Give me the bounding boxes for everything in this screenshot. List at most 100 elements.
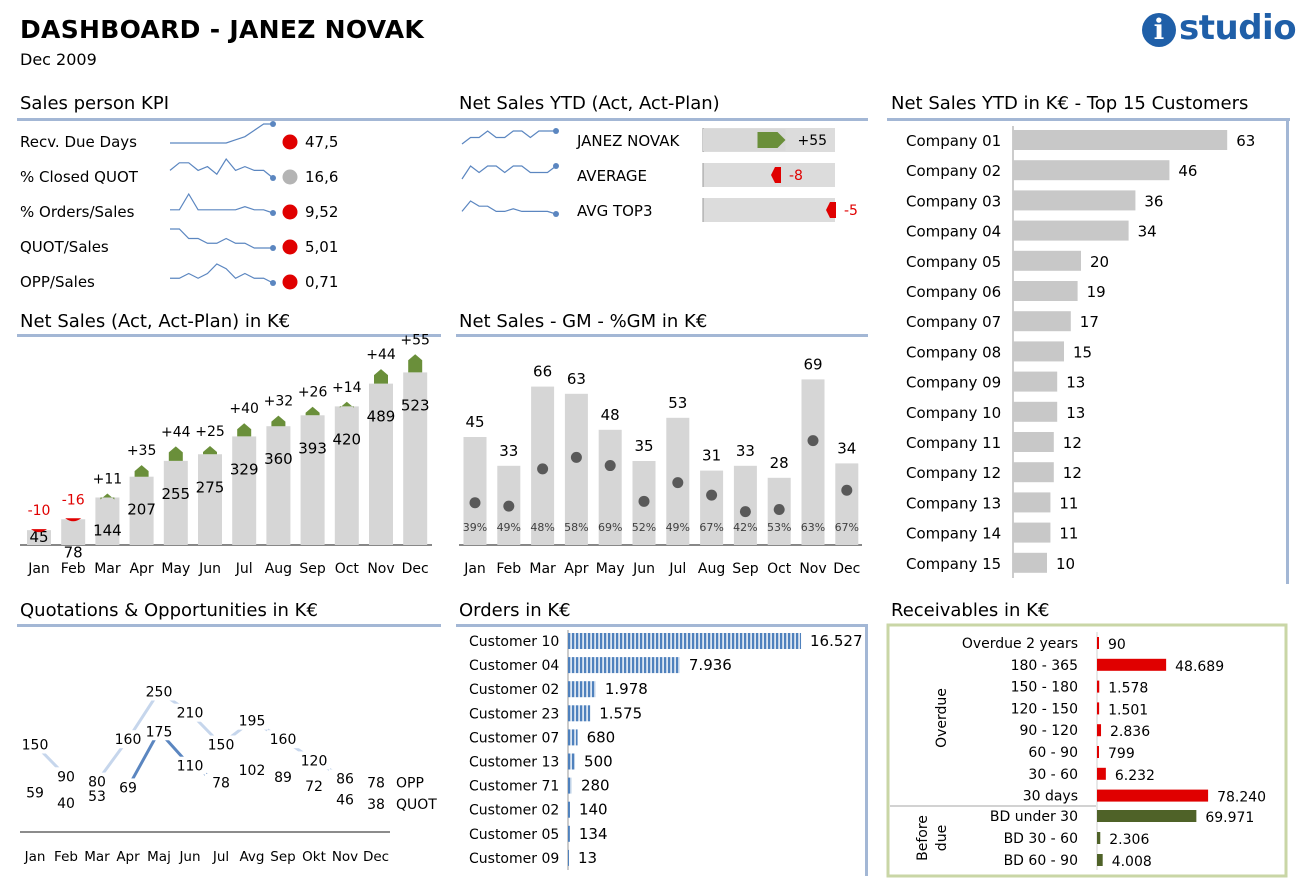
top15-bar: [1013, 492, 1051, 513]
netsales-month-label: Oct: [335, 561, 360, 577]
logo-text: studio: [1179, 8, 1297, 48]
receivables-value-label: 2.836: [1110, 724, 1150, 740]
top15-value-label: 13: [1066, 374, 1085, 392]
gm-value-label: 28: [770, 454, 789, 472]
ytd-delta-label: -8: [789, 168, 803, 184]
netsales-month-label: Jun: [198, 561, 221, 577]
kpi-label: QUOT/Sales: [20, 238, 109, 256]
quot-value-label: 69: [119, 780, 137, 796]
kpi-label: % Orders/Sales: [20, 203, 135, 221]
quot-value-label: 86: [336, 771, 354, 787]
netsales-bar: [198, 454, 222, 545]
gm-point: [469, 497, 481, 509]
netsales-delta-label: +11: [93, 471, 123, 487]
gm-point: [672, 477, 684, 489]
orders-value-label: 500: [584, 753, 613, 771]
netsales-value-label: 523: [401, 396, 430, 414]
quot-month-label: Feb: [54, 849, 78, 865]
quot-value-label: 250: [146, 685, 173, 701]
gm-point: [638, 495, 650, 507]
netsales-bar: [334, 406, 359, 545]
kpi-value: 0,71: [305, 273, 338, 291]
gm-value-label: 33: [499, 442, 518, 460]
ytd-delta-arrow: [771, 167, 781, 183]
quot-value-label: 40: [57, 796, 75, 812]
gm-pct-label: 58%: [564, 521, 588, 534]
quot-label-backdrop: [143, 682, 175, 701]
receivables-category-label: Overdue 2 years: [962, 636, 1078, 652]
netsales-delta-label: +44: [366, 347, 396, 363]
netsales-month-label: Apr: [129, 561, 153, 577]
gm-month-label: Sep: [732, 561, 759, 577]
gm-point: [807, 435, 819, 447]
quot-label-backdrop: [81, 786, 113, 805]
gm-pct-label: 53%: [767, 521, 791, 534]
top15-value-label: 20: [1090, 253, 1109, 271]
netsales-delta-arrow: [374, 369, 388, 384]
netsales-value-label: 489: [367, 408, 396, 426]
kpi-sparkline-end-point: [270, 210, 276, 216]
netsales-month-label: Nov: [367, 561, 394, 577]
receivables-category-label: 120 - 150: [1011, 701, 1078, 717]
top15-category-label: Company 04: [906, 223, 1001, 241]
kpi-value: 9,52: [305, 203, 338, 221]
top15-bar: [1013, 552, 1047, 573]
netsales-value-label: 360: [264, 450, 293, 468]
netsales-bar: [27, 530, 51, 545]
top15-value-label: 11: [1059, 494, 1078, 512]
gm-value-label: 53: [668, 394, 687, 412]
gm-point: [604, 460, 616, 472]
ytd-delta-label: +55: [798, 133, 828, 149]
orders-bar: [568, 705, 591, 722]
quot-month-label: Okt: [302, 849, 326, 865]
gm-value-label: 66: [533, 363, 552, 381]
gm-month-label: Jul: [668, 561, 686, 577]
orders-bar: [568, 681, 596, 698]
gm-point: [570, 451, 582, 463]
top15-value-label: 12: [1063, 464, 1082, 482]
receivables-bar: [1097, 746, 1099, 758]
netsales-delta-arrow: [100, 493, 115, 500]
gm-pct-label: 49%: [666, 521, 690, 534]
top15-value-label: 15: [1073, 343, 1092, 361]
receivables-value-label: 1.501: [1108, 702, 1148, 718]
quot-value-label: 72: [305, 779, 323, 795]
netsales-bar: [232, 436, 257, 545]
orders-category-label: Customer 13: [469, 755, 559, 771]
gm-point: [841, 484, 853, 496]
top15-value-label: 10: [1056, 555, 1075, 573]
quot-month-label: Jun: [178, 849, 200, 865]
orders-category-label: Customer 05: [469, 827, 559, 843]
quot-label-backdrop: [329, 790, 361, 809]
quot-label-backdrop: [174, 703, 206, 722]
gm-month-label: Nov: [799, 561, 826, 577]
quot-value-label: 78: [212, 776, 230, 792]
receivables-value-label: 69.971: [1205, 810, 1254, 826]
top15-bar: [1013, 311, 1071, 332]
gm-month-label: Apr: [564, 561, 588, 577]
gm-month-label: Aug: [698, 561, 725, 577]
gm-value-label: 69: [803, 355, 822, 373]
receivables-category-label: 150 - 180: [1011, 680, 1078, 696]
orders-category-label: Customer 10: [469, 634, 559, 650]
ytd-delta-arrow: [826, 202, 836, 218]
netsales-value-label: 275: [196, 478, 225, 496]
page-title: DASHBOARD - JANEZ NOVAK: [20, 15, 425, 44]
orders-section-title: Orders in K€: [459, 600, 571, 621]
netsales-delta-label: +44: [161, 424, 191, 440]
top15-value-label: 11: [1059, 525, 1078, 543]
orders-category-label: Customer 09: [469, 851, 559, 867]
section-divider: [456, 334, 868, 337]
quot-series-label: QUOT: [396, 797, 437, 813]
quot-label-backdrop: [360, 773, 392, 792]
gm-point: [773, 503, 785, 515]
ytd-sparkline-end-point: [553, 163, 559, 169]
netsales-month-label: Mar: [94, 561, 121, 577]
orders-category-label: Customer 23: [469, 706, 559, 722]
orders-value-label: 1.575: [599, 704, 642, 722]
receivables-category-label: 180 - 365: [1011, 658, 1078, 674]
gm-pct-label: 39%: [463, 521, 487, 534]
receivables-category-label: BD under 30: [990, 809, 1078, 825]
gm-pct-label: 52%: [632, 521, 656, 534]
orders-bar: [568, 729, 578, 746]
